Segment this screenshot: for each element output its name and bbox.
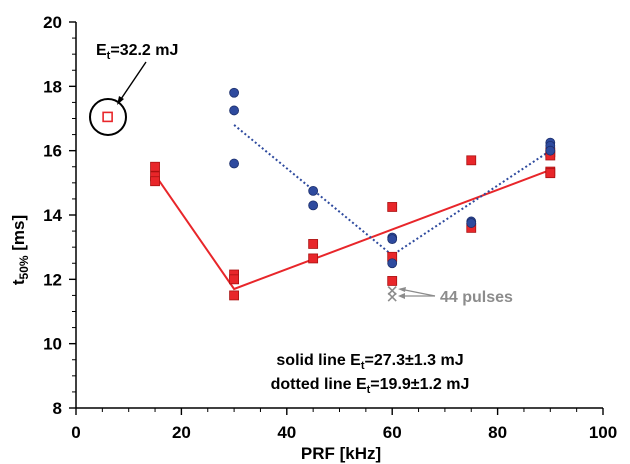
x-tick-label: 20 [172, 423, 191, 442]
square-marker [229, 274, 240, 285]
square-marker [150, 176, 160, 187]
energy-annotation-arrow [118, 61, 147, 103]
pulses-arrow-upper [399, 288, 436, 297]
square-marker [150, 161, 160, 172]
square-marker [387, 276, 398, 286]
pulses-arrowhead-lower [398, 293, 405, 299]
square-marker [308, 253, 319, 264]
x-axis-label: PRF [kHz] [301, 444, 381, 463]
y-tick-label: 8 [53, 399, 62, 418]
y-tick-label: 12 [43, 270, 62, 289]
circle-marker [308, 200, 319, 211]
energy-annotation-circle [89, 98, 127, 136]
x-tick-label: 40 [277, 423, 296, 442]
x-tick-label: 0 [71, 423, 80, 442]
y-axis-label-subscript: 50% [17, 255, 31, 279]
circle-marker [545, 145, 556, 156]
energy-annotation: Et=32.2 mJ [96, 42, 178, 62]
cross-marker [387, 292, 397, 302]
square-marker [387, 202, 398, 212]
circle-marker [229, 105, 240, 116]
y-tick-label: 14 [43, 206, 62, 225]
pulses-arrowhead-upper [398, 287, 406, 292]
circle-marker [308, 185, 319, 196]
square-marker [466, 155, 477, 166]
x-tick-label: 80 [488, 423, 507, 442]
x-tick-label: 100 [589, 423, 617, 442]
circle-marker [387, 234, 398, 245]
dotted-trend-line [233, 124, 551, 257]
data-markers [102, 87, 556, 302]
solid-line-note: solid line Et=27.3±1.3 mJ [276, 352, 463, 372]
circle-marker [387, 258, 398, 269]
open-square-marker [102, 111, 113, 123]
axes: 8 10 12 14 16 18 20 0 20 40 60 80 100 [43, 13, 617, 442]
y-tick-label: 16 [43, 142, 62, 161]
solid-trend-line [154, 169, 551, 291]
circle-marker [466, 218, 477, 228]
y-tick-label: 10 [43, 335, 62, 354]
pulses-annotation: 44 pulses [440, 289, 513, 306]
circle-marker [229, 87, 240, 98]
square-marker [545, 168, 556, 179]
square-marker [308, 239, 319, 249]
y-tick-label: 18 [43, 77, 62, 96]
square-marker [229, 290, 240, 301]
x-tick-label: 60 [383, 423, 402, 442]
trend-lines [154, 124, 551, 291]
y-tick-label: 20 [43, 13, 62, 32]
y-axis-label: t50% [ms] [9, 215, 31, 285]
dotted-line-note: dotted line Et=19.9±1.2 mJ [271, 376, 470, 396]
circle-marker [229, 158, 240, 169]
